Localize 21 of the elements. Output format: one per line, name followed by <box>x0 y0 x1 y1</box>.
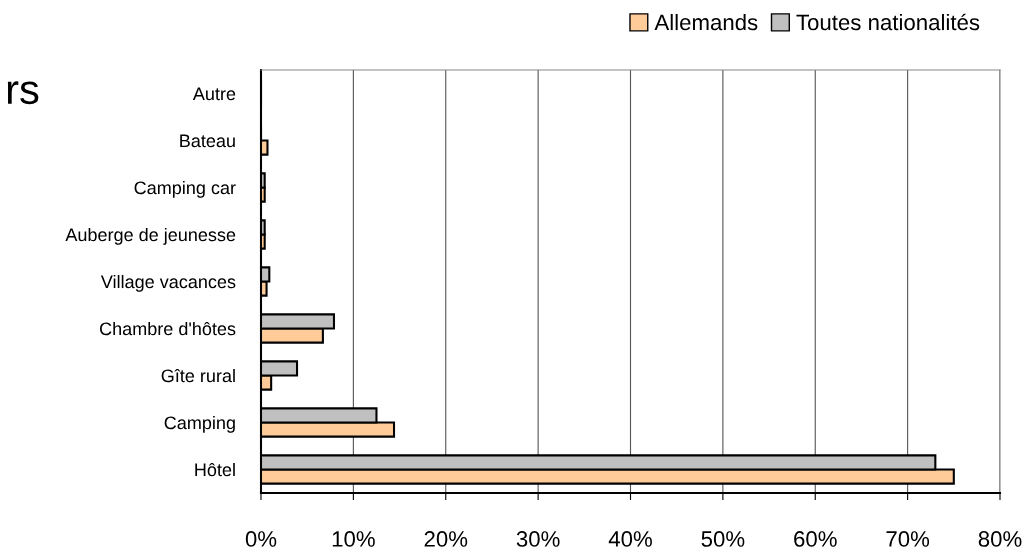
y-tick-label: Village vacances <box>100 274 236 292</box>
x-tick-label: 70% <box>886 531 930 547</box>
x-tick-label: 80% <box>978 531 1022 547</box>
y-tick-label: Autre <box>192 87 236 101</box>
x-tick-label: 30% <box>516 531 560 547</box>
x-tick-label: 50% <box>701 531 745 547</box>
y-tick-label: Camping <box>164 415 235 433</box>
x-tick-label: 20% <box>424 531 468 547</box>
y-tick-label: Chambre d'hôtes <box>99 321 236 336</box>
chart-title: rs <box>7 81 39 105</box>
y-tick-label: Auberge de jeunesse <box>65 227 236 245</box>
legend-label: Allemands <box>654 13 758 31</box>
x-tick-label: 60% <box>794 531 837 547</box>
legend-label: Toutes nationalités <box>796 13 980 31</box>
x-tick-label: 40% <box>608 531 652 547</box>
y-tick-label: Gîte rural <box>161 368 235 383</box>
x-tick-label: 10% <box>332 531 375 547</box>
y-tick-label: Hôtel <box>195 462 235 477</box>
y-tick-label: Bateau <box>180 134 235 148</box>
y-tick-label: Camping car <box>134 180 236 198</box>
x-tick-label: 0% <box>245 531 277 547</box>
